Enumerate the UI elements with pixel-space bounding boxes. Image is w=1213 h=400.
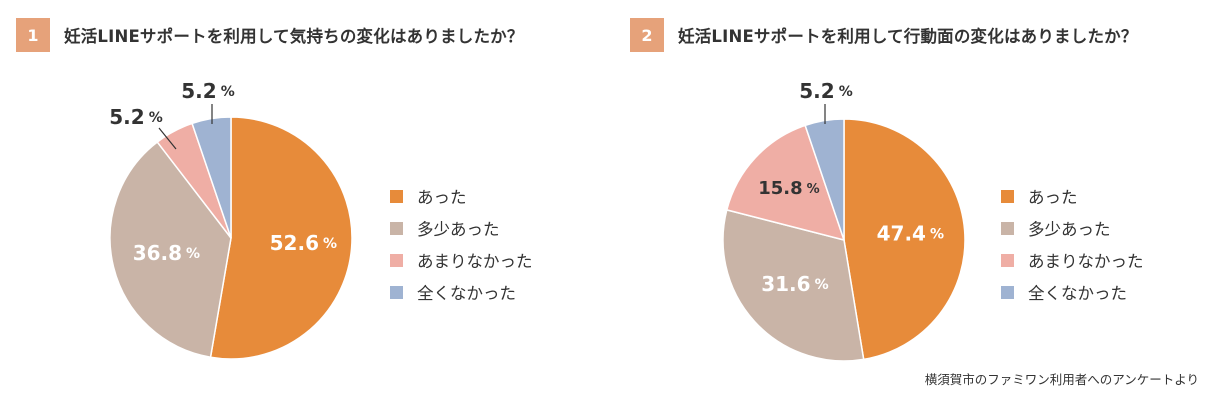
chart-title-1: 妊活LINEサポートを利用して気持ちの変化はありましたか？: [64, 27, 524, 46]
legend-item-atta: あった: [390, 180, 533, 212]
legend-item-atta: あった: [1001, 180, 1144, 212]
legend-label-atta: あった: [417, 188, 467, 207]
data-label-tasho-atta: 36.8%: [133, 240, 200, 264]
pie-slice-tasho-atta: [109, 140, 232, 359]
legend-label-amari-nakatta: あまりなかった: [1028, 252, 1144, 271]
data-label-atta: 52.6%: [270, 231, 337, 255]
legend-item-tasho-atta: 多少あった: [1001, 212, 1144, 244]
chart-panel-1: 1 妊活LINEサポートを利用して気持ちの変化はありましたか？ 52.6% 36.…: [0, 0, 606, 400]
data-label-atta: 47.4%: [877, 221, 944, 245]
legend-item-amari-nakatta: あまりなかった: [1001, 244, 1144, 276]
legend-item-mattaku-nakatta: 全くなかった: [1001, 276, 1144, 308]
data-label-mattaku-nakatta: 5.2%: [181, 79, 234, 103]
data-label-tasho-atta: 31.6%: [761, 271, 828, 295]
legend-swatch-mattaku-nakatta: [1001, 285, 1014, 299]
legend-label-mattaku-nakatta: 全くなかった: [417, 284, 516, 303]
legend-swatch-atta: [390, 189, 403, 203]
legend-swatch-amari-nakatta: [390, 253, 403, 267]
legend-label-atta: あった: [1028, 188, 1078, 207]
question-header-2: 2 妊活LINEサポートを利用して行動面の変化はありましたか？: [630, 18, 1138, 52]
pie-slice-mattaku-nakatta: [804, 118, 845, 241]
legend-label-tasho-atta: 多少あった: [417, 220, 500, 239]
chart-panel-2: 2 妊活LINEサポートを利用して行動面の変化はありましたか？ 47.4% 31.…: [616, 0, 1213, 400]
data-label-amari-nakatta: 5.2%: [109, 105, 162, 129]
pie-slice-atta: [843, 118, 966, 361]
legend-swatch-amari-nakatta: [1001, 253, 1014, 267]
data-label-mattaku-nakatta: 5.2%: [799, 79, 852, 103]
legend-item-tasho-atta: 多少あった: [390, 212, 533, 244]
pie-slice-tasho-atta: [722, 208, 865, 362]
legend-swatch-mattaku-nakatta: [390, 285, 403, 299]
chart-title-2: 妊活LINEサポートを利用して行動面の変化はありましたか？: [678, 27, 1138, 46]
legend-item-amari-nakatta: あまりなかった: [390, 244, 533, 276]
pie-slice-mattaku-nakatta: [191, 116, 232, 239]
source-note: 横須賀市のファミワン利用者へのアンケートより: [924, 372, 1199, 387]
question-header-1: 1 妊活LINEサポートを利用して気持ちの変化はありましたか？: [16, 18, 524, 52]
pie-slice-atta: [209, 116, 353, 360]
legend-label-tasho-atta: 多少あった: [1028, 220, 1111, 239]
legend-1: あった多少あったあまりなかった 全くなかった: [390, 180, 533, 308]
question-number-1: 1: [16, 18, 50, 52]
data-label-amari-nakatta: 15.8%: [758, 178, 819, 199]
pie-chart-2: 47.4 % 31.6 % 15.8 % 5.2%: [722, 79, 966, 362]
legend-item-mattaku-nakatta: 全くなかった: [390, 276, 533, 308]
legend-2: あった多少あったあまりなかった 全くなかった: [1001, 180, 1144, 308]
legend-swatch-tasho-atta: [1001, 221, 1014, 235]
question-number-2: 2: [630, 18, 664, 52]
legend-label-amari-nakatta: あまりなかった: [417, 252, 533, 271]
legend-swatch-atta: [1001, 189, 1014, 203]
leader-line-amari-nakatta: [158, 127, 177, 150]
legend-swatch-tasho-atta: [390, 221, 403, 235]
pie-chart-1: 52.6 % 36.8 % 5.2 % 5.2%: [109, 79, 353, 360]
legend-label-mattaku-nakatta: 全くなかった: [1028, 284, 1127, 303]
